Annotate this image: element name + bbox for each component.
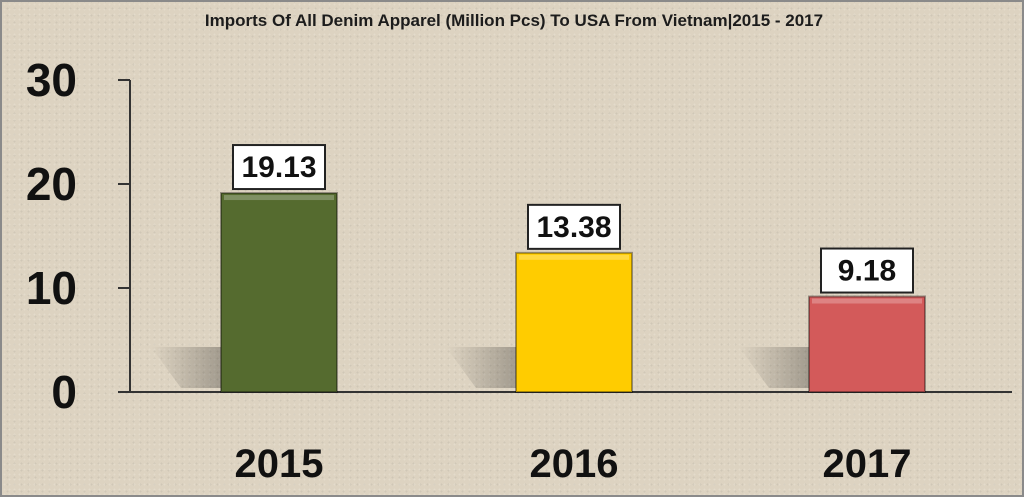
bar-shadow bbox=[151, 347, 225, 388]
data-label: 13.38 bbox=[536, 211, 611, 244]
y-tick-label: 30 bbox=[26, 54, 77, 106]
y-tick-label: 0 bbox=[51, 366, 77, 418]
data-label-box bbox=[820, 247, 914, 294]
bars-group: 19.13 13.38 9.18 bbox=[220, 144, 926, 394]
y-tick-label: 10 bbox=[26, 262, 77, 314]
y-tick-label: 20 bbox=[26, 158, 77, 210]
x-tick-label: 2017 bbox=[823, 442, 912, 486]
bar-2015 bbox=[220, 192, 338, 393]
x-tick-label: 2015 bbox=[235, 442, 324, 486]
chart-title: Imports Of All Denim Apparel (Million Pc… bbox=[204, 11, 824, 30]
bar-shadow bbox=[446, 347, 520, 388]
bar-2017 bbox=[808, 295, 926, 394]
x-tick-label: 2016 bbox=[530, 442, 619, 486]
bar-shadows bbox=[151, 347, 813, 388]
data-label: 19.13 bbox=[241, 151, 316, 184]
data-label: 9.18 bbox=[838, 255, 896, 288]
y-axis-ticks: 0 10 20 30 bbox=[26, 54, 130, 418]
bar-2016 bbox=[515, 251, 633, 393]
bar-highlight bbox=[224, 195, 334, 201]
bar-shadow bbox=[739, 347, 813, 388]
bar-highlight bbox=[812, 298, 922, 304]
bar-highlight bbox=[519, 254, 629, 260]
x-axis-ticks: 2015 2016 2017 bbox=[235, 442, 912, 486]
data-label-box bbox=[527, 203, 621, 250]
data-label-box bbox=[232, 144, 326, 191]
